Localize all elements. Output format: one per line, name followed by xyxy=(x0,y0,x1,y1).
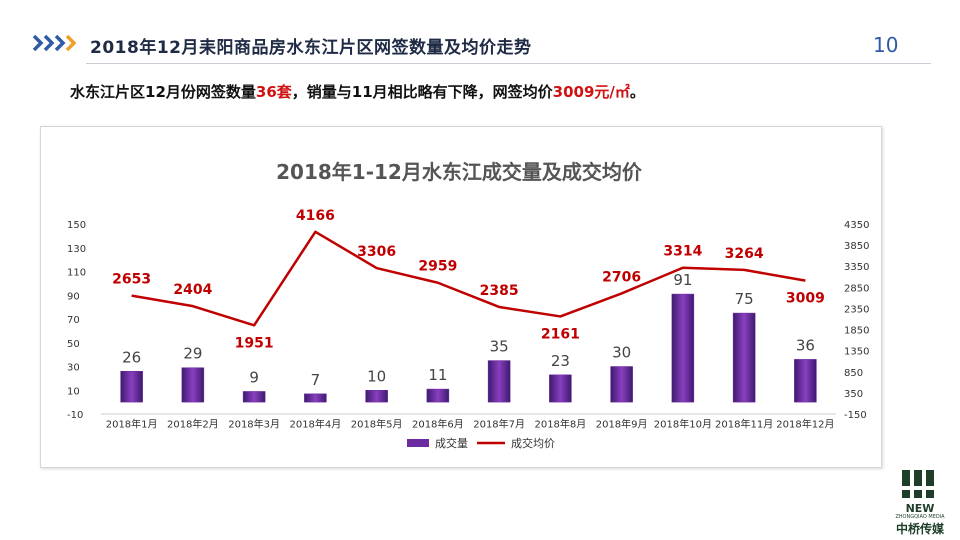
line-data-label: 2161 xyxy=(541,326,580,342)
bar-data-label: 36 xyxy=(796,336,815,354)
line-data-label: 2706 xyxy=(602,269,641,285)
chevrons-icon xyxy=(32,34,76,52)
x-tick-label: 2018年4月 xyxy=(289,417,341,430)
legend-label-line: 成交均价 xyxy=(511,436,555,450)
left-tick-label: 10 xyxy=(67,386,80,397)
right-tick-label: 3850 xyxy=(844,241,869,252)
right-tick-label: 3350 xyxy=(844,262,869,273)
line-data-label: 3314 xyxy=(663,244,702,260)
x-axis: 2018年1月 2018年2月 2018年3月 2018年4月 2018年5月 2018年… xyxy=(101,413,836,430)
x-tick-label: 2018年5月 xyxy=(351,417,403,430)
bar xyxy=(732,312,756,403)
x-tick-label: 2018年3月 xyxy=(228,417,280,430)
left-tick-label: 130 xyxy=(67,244,86,255)
chart-title: 2018年1-12月水东江成交量及成交均价 xyxy=(276,160,643,184)
summary-text: 水东江片区12月份网签数量36套，销量与11月相比略有下降，网签均价3009元/… xyxy=(70,81,645,102)
line-data-label: 3264 xyxy=(725,246,764,262)
left-tick-label: 50 xyxy=(67,339,80,350)
line-data-label: 4166 xyxy=(296,208,335,224)
bar-data-label: 29 xyxy=(183,345,202,363)
left-tick-label: 150 xyxy=(67,220,86,231)
logo-sub: ZHONGQIAO MEDIA xyxy=(895,514,945,520)
left-tick-label: 70 xyxy=(67,315,80,326)
legend-label-bar: 成交量 xyxy=(435,436,468,450)
line-series: 2653 2404 1951 4166 3306 2959 2385 2161 2706 3314… xyxy=(112,208,825,352)
right-axis: -150 350 850 1350 1850 2350 2850 3350 3850 4350 xyxy=(844,220,869,421)
x-tick-label: 2018年9月 xyxy=(596,417,648,430)
page-number: 10 xyxy=(873,33,899,57)
summary-part3: 。 xyxy=(629,83,645,101)
slide-header: 2018年12月耒阳商品房水东江片区网签数量及均价走势 10 xyxy=(0,0,960,66)
bar-data-label: 26 xyxy=(122,348,141,366)
line-data-label: 3009 xyxy=(786,291,825,307)
summary-price: 3009元/㎡ xyxy=(552,83,630,101)
x-tick-label: 2018年10月 xyxy=(654,417,712,430)
right-tick-label: 4350 xyxy=(844,220,869,231)
combo-chart: 2018年1-12月水东江成交量及成交均价 -10 10 30 50 70 90 110 13… xyxy=(67,160,869,450)
left-tick-label: 30 xyxy=(67,363,80,374)
bar xyxy=(549,374,572,403)
brand-logo: NEW ZHONGQIAO MEDIA 中桥传媒 xyxy=(888,466,952,536)
x-tick-label: 2018年8月 xyxy=(534,417,586,430)
summary-part2: ，销量与11月相比略有下降，网签均价 xyxy=(291,83,553,101)
bar xyxy=(610,366,633,403)
right-tick-label: 850 xyxy=(844,368,863,379)
x-tick-label: 2018年6月 xyxy=(412,417,464,430)
bar-series: 26 29 9 7 10 11 35 23 30 91 75 36 xyxy=(120,271,817,403)
left-tick-label: 90 xyxy=(67,291,80,302)
right-tick-label: 1350 xyxy=(844,347,869,358)
bar xyxy=(671,293,695,403)
bar xyxy=(794,359,817,403)
bar xyxy=(426,388,450,403)
left-tick-label: -10 xyxy=(67,410,83,421)
page-title: 2018年12月耒阳商品房水东江片区网签数量及均价走势 xyxy=(90,38,532,58)
line-data-label: 2404 xyxy=(173,282,212,298)
bar-data-label: 91 xyxy=(673,271,692,289)
summary-part1: 水东江片区12月份网签数量 xyxy=(70,83,256,101)
bar-data-label: 11 xyxy=(428,366,447,384)
bar xyxy=(487,360,511,403)
summary-count: 36套 xyxy=(255,83,292,101)
bar xyxy=(304,393,327,403)
line-data-label: 3306 xyxy=(357,244,396,260)
logo-mark-icon xyxy=(898,470,938,498)
line-data-label: 2653 xyxy=(112,272,151,288)
left-axis: -10 10 30 50 70 90 110 130 150 xyxy=(67,220,86,421)
right-tick-label: -150 xyxy=(844,410,867,421)
logo-new: NEW xyxy=(905,502,935,515)
right-tick-label: 2350 xyxy=(844,304,869,315)
x-tick-label: 2018年1月 xyxy=(106,417,158,430)
legend-swatch-bar xyxy=(407,439,429,447)
right-tick-label: 1850 xyxy=(844,326,869,337)
logo-cn: 中桥传媒 xyxy=(895,522,944,536)
bar xyxy=(120,371,143,403)
bar-data-label: 7 xyxy=(311,371,321,389)
right-tick-label: 2850 xyxy=(844,283,869,294)
bar-data-label: 23 xyxy=(551,352,570,370)
line-data-label: 2385 xyxy=(480,283,519,299)
bar-data-label: 10 xyxy=(367,367,386,385)
x-tick-label: 2018年7月 xyxy=(473,417,525,430)
bar-data-label: 75 xyxy=(735,290,754,308)
line-data-label: 2959 xyxy=(418,259,457,275)
legend: 成交量 成交均价 xyxy=(407,436,555,450)
right-tick-label: 350 xyxy=(844,389,863,400)
bar xyxy=(242,391,266,403)
x-tick-label: 2018年2月 xyxy=(167,417,219,430)
left-tick-label: 110 xyxy=(67,268,86,279)
chart-container: 2018年1-12月水东江成交量及成交均价 -10 10 30 50 70 90 110 13… xyxy=(40,126,882,468)
bar-data-label: 35 xyxy=(490,338,509,356)
price-line-path xyxy=(131,230,806,327)
bar-data-label: 9 xyxy=(249,368,259,386)
bar xyxy=(365,390,388,403)
x-tick-label: 2018年11月 xyxy=(715,417,773,430)
bar xyxy=(181,367,205,403)
x-tick-label: 2018年12月 xyxy=(776,417,834,430)
bar-data-label: 30 xyxy=(612,344,631,362)
line-data-label: 1951 xyxy=(235,335,274,351)
header-divider xyxy=(86,63,931,64)
